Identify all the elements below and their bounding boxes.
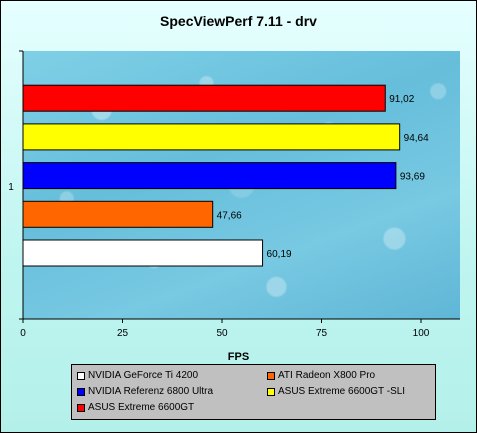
bar [22, 84, 386, 112]
legend-swatch [267, 387, 275, 396]
legend-item: ASUS Extreme 6600GT -SLI [267, 386, 405, 397]
legend-swatch [77, 387, 85, 396]
x-tick-label: 25 [117, 328, 129, 339]
bar [22, 162, 397, 190]
data-label: 60,19 [267, 249, 292, 260]
legend-label: NVIDIA Referenz 6800 Ultra [88, 386, 214, 397]
legend-label: ASUS Extreme 6600GT -SLI [278, 386, 406, 397]
legend-item: ASUS Extreme 6600GT [77, 402, 194, 413]
data-label: 47,66 [217, 210, 242, 221]
bar [22, 123, 401, 151]
legend: NVIDIA GeForce Ti 4200 ATI Radeon X800 Pr… [71, 364, 436, 420]
bar [22, 200, 214, 228]
legend-swatch [77, 403, 85, 412]
category-label: 1 [8, 182, 14, 193]
data-label: 91,02 [389, 94, 414, 105]
x-tick-label: 75 [316, 328, 328, 339]
x-tick-label: 50 [216, 328, 228, 339]
data-label: 93,69 [400, 172, 425, 183]
legend-swatch [267, 371, 275, 380]
legend-swatch [77, 371, 85, 380]
legend-label: ATI Radeon X800 Pro [278, 370, 376, 381]
legend-item: ATI Radeon X800 Pro [267, 370, 375, 381]
legend-label: ASUS Extreme 6600GT [88, 402, 195, 413]
data-label: 94,64 [404, 133, 429, 144]
legend-item: NVIDIA GeForce Ti 4200 [77, 370, 198, 381]
legend-item: NVIDIA Referenz 6800 Ultra [77, 386, 213, 397]
x-tick-label: 100 [413, 328, 430, 339]
bar [22, 239, 264, 267]
chart-title: SpecViewPerf 7.11 - drv [160, 13, 317, 29]
legend-label: NVIDIA GeForce Ti 4200 [88, 370, 199, 381]
x-tick-label: 0 [20, 328, 26, 339]
x-axis-label: FPS [227, 351, 250, 363]
